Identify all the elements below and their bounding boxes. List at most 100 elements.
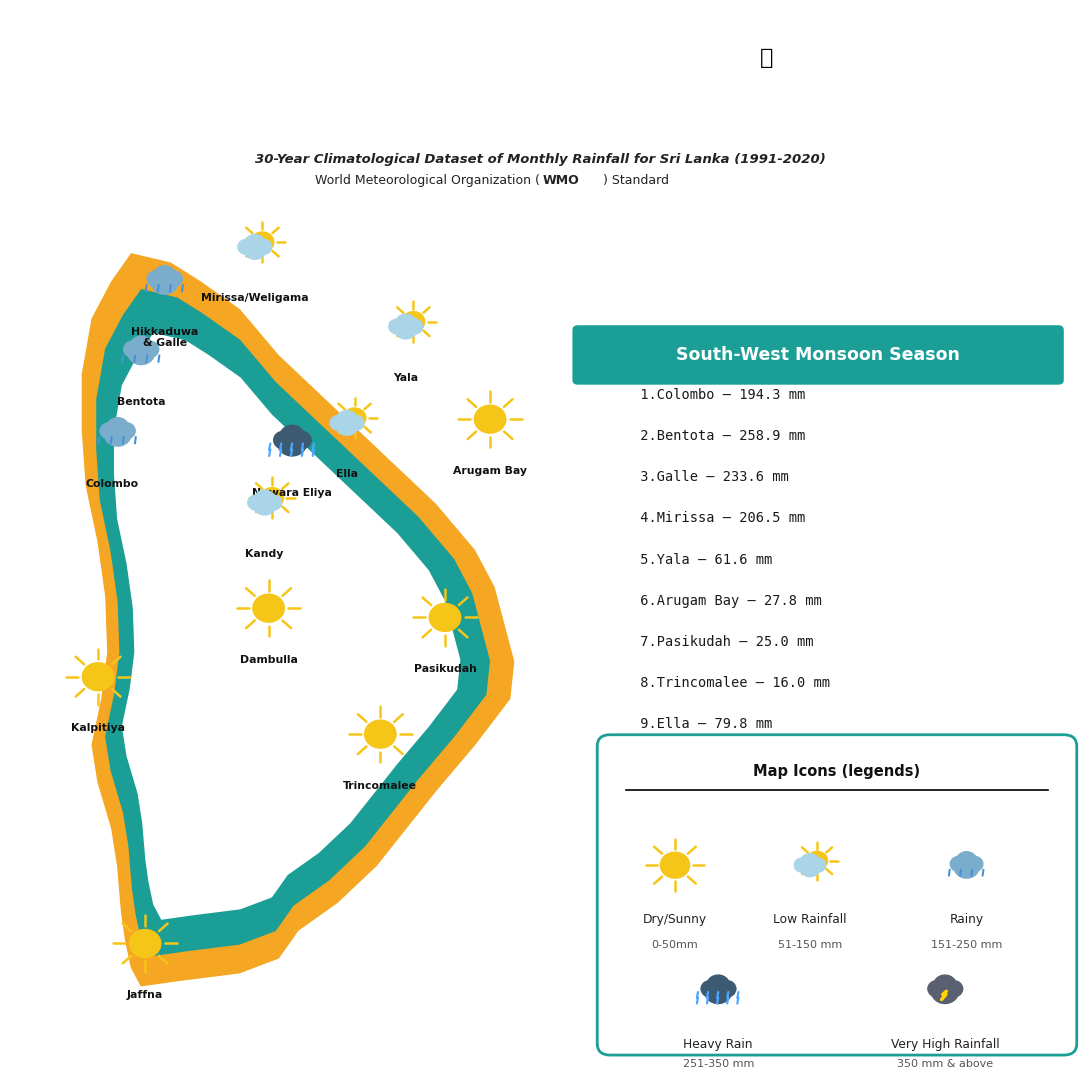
Circle shape [127, 341, 154, 365]
Text: 0-50mm: 0-50mm [651, 940, 699, 949]
Text: 3.Galle – 233.6 mm: 3.Galle – 233.6 mm [632, 470, 788, 484]
Circle shape [100, 422, 119, 438]
Circle shape [130, 930, 161, 958]
Text: Map Icons (legends): Map Icons (legends) [754, 764, 920, 779]
Circle shape [474, 405, 505, 433]
Circle shape [337, 410, 357, 429]
Text: Rainy: Rainy [949, 913, 984, 926]
Text: Colombo: Colombo [85, 478, 139, 488]
Text: 12.Dambulla – 14.0 mm: 12.Dambulla – 14.0 mm [632, 841, 805, 855]
Circle shape [147, 271, 165, 287]
Text: 251-350 mm: 251-350 mm [683, 1058, 754, 1069]
Text: Arugam Bay: Arugam Bay [454, 465, 527, 475]
Polygon shape [97, 289, 489, 956]
Circle shape [800, 853, 820, 870]
Text: 7.Pasikudah – 25.0 mm: 7.Pasikudah – 25.0 mm [632, 635, 813, 649]
Text: Mirissa/Weligama: Mirissa/Weligama [201, 294, 309, 303]
Circle shape [253, 594, 284, 622]
Text: Jaffna: Jaffna [127, 990, 163, 1000]
Circle shape [107, 418, 129, 437]
Text: 151-250 mm: 151-250 mm [931, 940, 1002, 949]
FancyBboxPatch shape [597, 734, 1077, 1055]
Text: Very High Rainfall: Very High Rainfall [891, 1038, 999, 1051]
Text: 11.Kandy – 150.8 mm: 11.Kandy – 150.8 mm [632, 800, 788, 814]
Text: 10.Nuwara Eliya – 305.3 mm: 10.Nuwara Eliya – 305.3 mm [632, 759, 847, 772]
Circle shape [957, 852, 976, 869]
Circle shape [660, 852, 690, 878]
Circle shape [140, 341, 159, 357]
Text: Nuwara Eliya: Nuwara Eliya [253, 488, 332, 498]
Circle shape [810, 859, 826, 873]
Text: 350 mm & above: 350 mm & above [896, 1058, 994, 1069]
Circle shape [950, 856, 968, 872]
Circle shape [347, 416, 364, 431]
Circle shape [265, 495, 282, 510]
Circle shape [117, 422, 135, 438]
Text: Bentota: Bentota [117, 397, 165, 407]
Circle shape [278, 430, 307, 456]
Circle shape [717, 981, 735, 997]
Circle shape [244, 234, 266, 253]
Circle shape [273, 431, 294, 449]
Circle shape [124, 341, 141, 357]
Polygon shape [114, 334, 460, 919]
Circle shape [255, 240, 272, 255]
Text: Yala: Yala [393, 373, 418, 383]
Circle shape [336, 415, 359, 435]
Text: Trincomalee: Trincomalee [343, 781, 417, 791]
Text: 14.Jaffna – 17.6 mm: 14.Jaffna – 17.6 mm [632, 923, 788, 937]
Circle shape [707, 975, 729, 995]
Circle shape [247, 495, 265, 510]
Circle shape [395, 314, 416, 333]
Circle shape [82, 663, 113, 691]
Circle shape [153, 266, 176, 285]
Circle shape [799, 858, 821, 877]
Text: 9.Ella – 79.8 mm: 9.Ella – 79.8 mm [632, 717, 772, 731]
Circle shape [261, 488, 284, 508]
Circle shape [944, 981, 962, 997]
Text: 6.Arugam Bay – 27.8 mm: 6.Arugam Bay – 27.8 mm [632, 594, 822, 608]
Circle shape [238, 240, 255, 255]
Circle shape [243, 239, 267, 259]
Text: 🌊: 🌊 [760, 49, 773, 68]
Circle shape [252, 232, 273, 252]
Text: 8.Trincomalee – 16.0 mm: 8.Trincomalee – 16.0 mm [632, 676, 829, 690]
Circle shape [934, 975, 956, 995]
Text: Hikkaduwa
& Galle: Hikkaduwa & Galle [131, 326, 199, 348]
Circle shape [701, 981, 719, 997]
Circle shape [151, 271, 178, 294]
Circle shape [389, 319, 406, 334]
Circle shape [253, 495, 276, 515]
Text: 51-150 mm: 51-150 mm [778, 940, 842, 949]
Circle shape [529, 31, 1004, 84]
Circle shape [705, 980, 731, 1003]
Circle shape [292, 431, 311, 449]
Text: 13.Kalpitiya – 41.1 mm: 13.Kalpitiya – 41.1 mm [632, 882, 813, 896]
Circle shape [343, 408, 366, 428]
Text: 1.Colombo – 194.3 mm: 1.Colombo – 194.3 mm [632, 388, 805, 402]
Circle shape [365, 720, 396, 748]
FancyBboxPatch shape [572, 325, 1064, 384]
Circle shape [794, 859, 810, 873]
Circle shape [280, 426, 305, 447]
Text: South-West Monsoon Season: South-West Monsoon Season [676, 346, 959, 364]
Circle shape [429, 604, 461, 632]
Circle shape [928, 981, 946, 997]
Circle shape [394, 319, 417, 339]
Text: Kalpitiya: Kalpitiya [71, 724, 125, 733]
Text: 2.Bentota – 258.9 mm: 2.Bentota – 258.9 mm [632, 429, 805, 443]
Text: World Meteorological Organization (: World Meteorological Organization ( [315, 174, 540, 187]
Text: ) Standard: ) Standard [603, 174, 669, 187]
Text: Dambulla: Dambulla [240, 654, 297, 664]
Circle shape [955, 856, 978, 878]
Circle shape [330, 416, 347, 431]
Text: Kandy: Kandy [245, 549, 284, 559]
Circle shape [932, 980, 958, 1003]
Text: Climate in June: Climate in June [16, 32, 465, 84]
Text: Heavy Rain: Heavy Rain [684, 1038, 753, 1051]
Text: 4.Mirissa – 206.5 mm: 4.Mirissa – 206.5 mm [632, 511, 805, 525]
Text: 30-Year Climatological Dataset of Monthly Rainfall for Sri Lanka (1991-2020): 30-Year Climatological Dataset of Monthl… [255, 152, 825, 165]
Circle shape [402, 312, 424, 332]
Text: Ella: Ella [336, 470, 357, 480]
Circle shape [807, 851, 827, 870]
